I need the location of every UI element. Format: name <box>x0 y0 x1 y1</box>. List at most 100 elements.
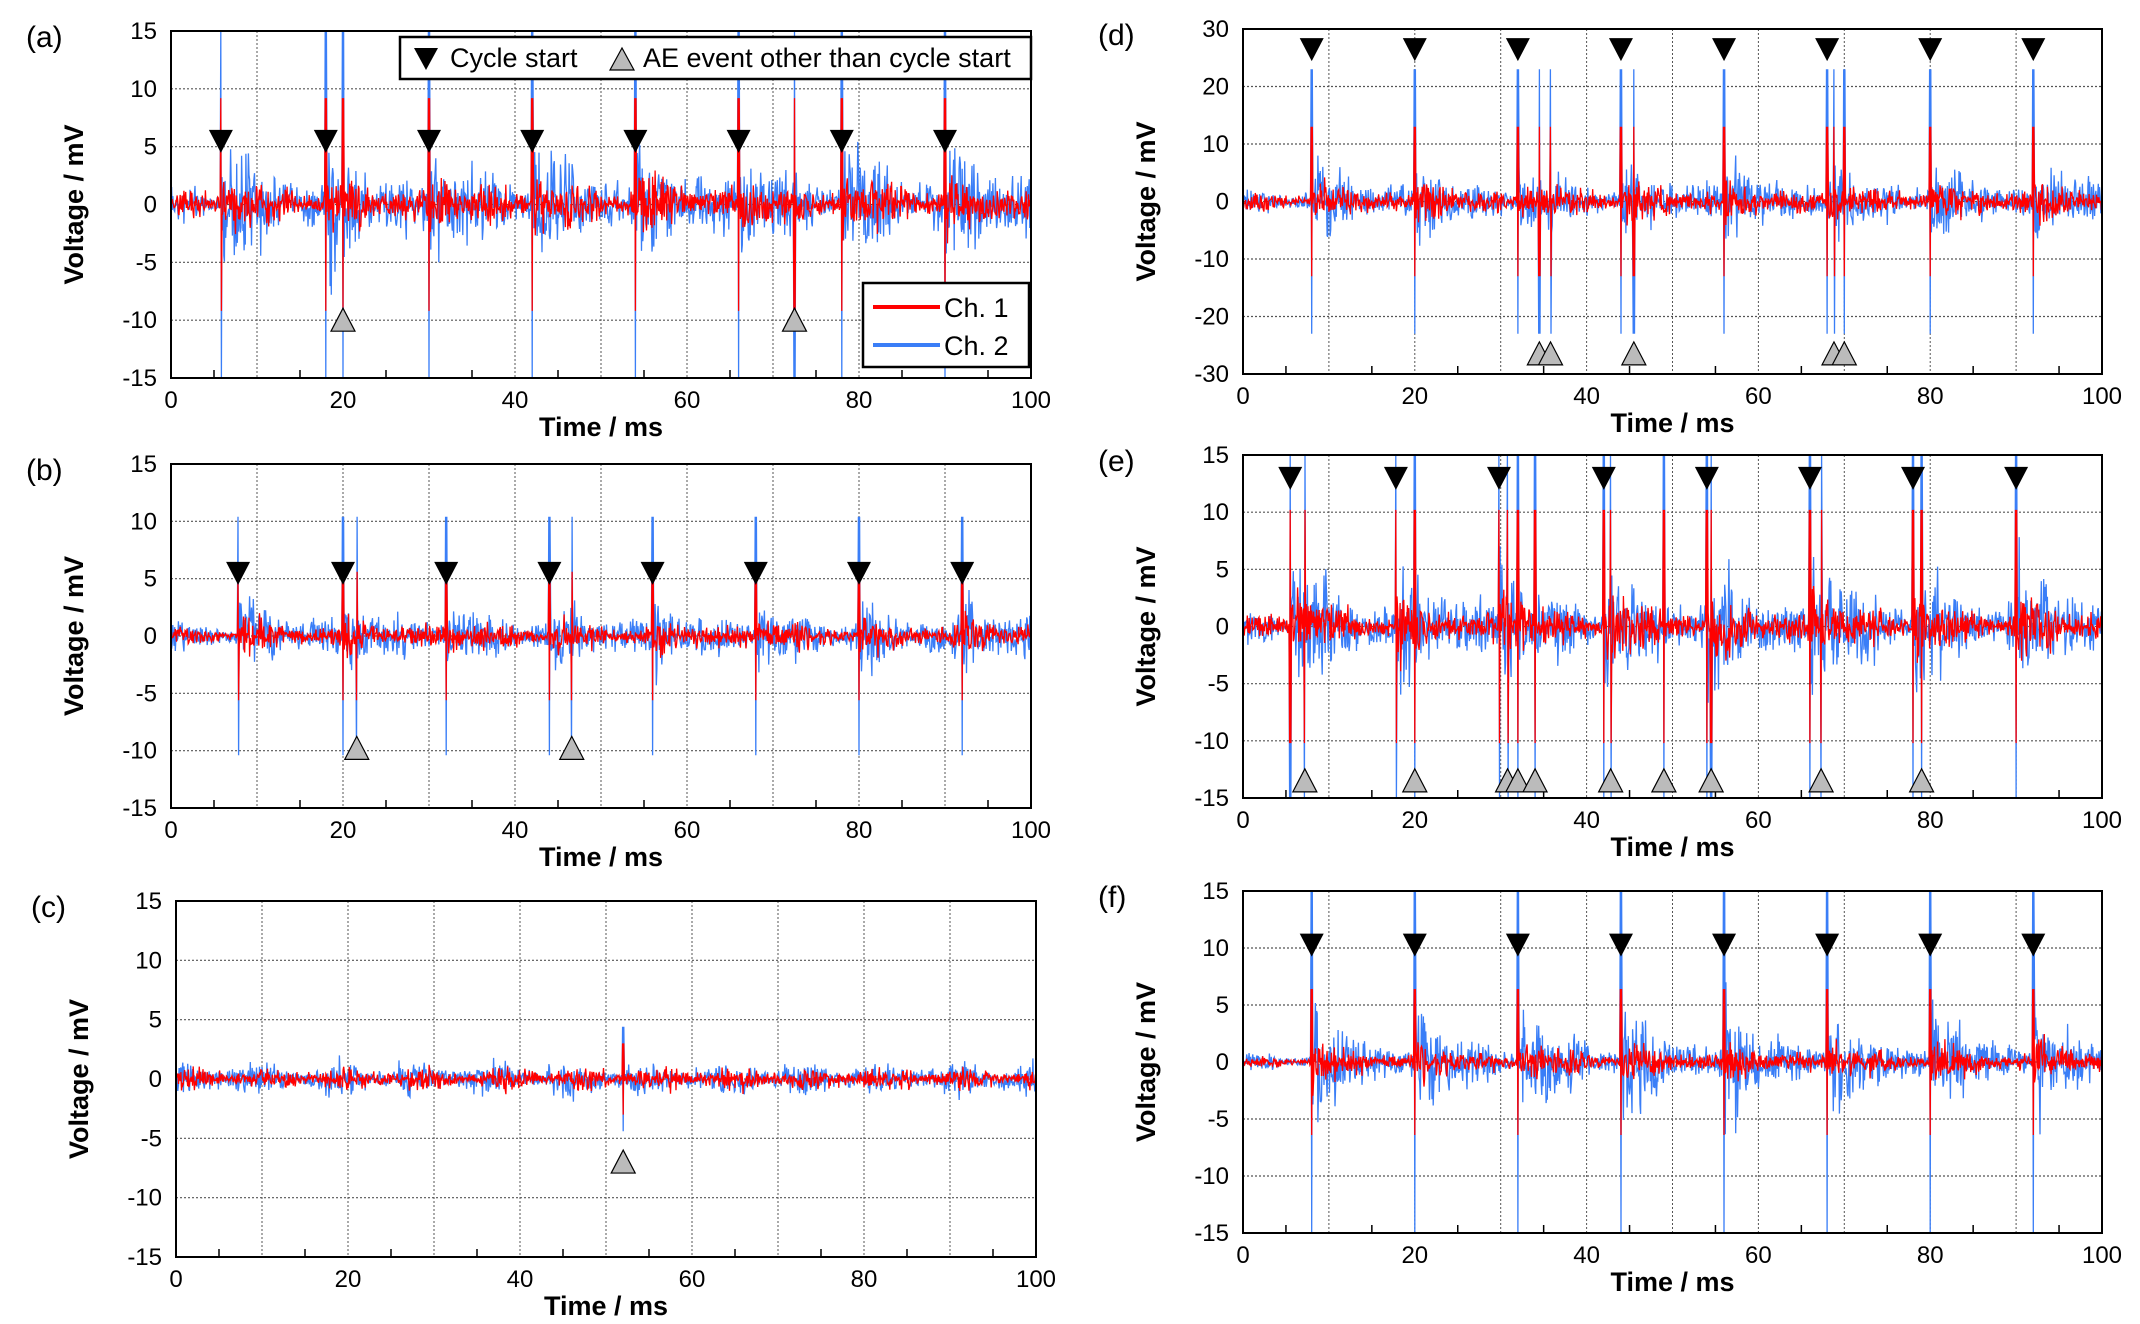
y-tick-label: 15 <box>130 18 157 45</box>
panel-c: 0 20 40 60 80 100 -15 -10 -5 0 5 10 15 Time / ms Volta… <box>31 888 1056 1321</box>
x-tick-label: 0 <box>1236 383 1249 410</box>
cycle-start-marker <box>1815 38 1840 62</box>
cycle-start-marker <box>417 129 441 153</box>
panel-a: 0 20 40 60 80 100 -15 -10 -5 0 5 10 15 Time / ms Volta… <box>26 18 1051 442</box>
cycle-start-marker <box>829 129 854 153</box>
ae-event-marker <box>1537 340 1564 366</box>
cycle-start-marker <box>1299 38 1324 62</box>
y-tick-label: -20 <box>1194 304 1229 331</box>
x-tick-label: 60 <box>1745 1242 1772 1269</box>
marker-legend-box <box>398 35 1033 81</box>
y-tick-label: 0 <box>144 192 157 219</box>
cycle-start-marker <box>1918 933 1943 957</box>
cycle-start-marker <box>537 561 562 585</box>
ae-event-marker <box>1401 767 1428 793</box>
x-tick-label: 40 <box>502 817 529 844</box>
legend: Cycle start AE event other than cycle st… <box>398 35 1033 369</box>
cycle-start-marker <box>950 561 975 585</box>
y-tick-label: -5 <box>136 680 157 707</box>
y-tick-label: 30 <box>1202 16 1229 43</box>
y-tick-label: 10 <box>1202 935 1229 962</box>
y-axis-title: Voltage / mV <box>59 124 89 284</box>
x-tick-label: 80 <box>846 387 873 414</box>
x-axis-title: Time / ms <box>539 842 663 872</box>
plot-frame <box>170 463 1032 809</box>
ae-event-marker <box>781 306 808 332</box>
y-tick-label: -10 <box>1194 728 1229 755</box>
y-tick-label: 5 <box>1216 992 1229 1019</box>
y-tick-label: -5 <box>141 1125 162 1152</box>
cycle-start-marker <box>726 129 751 153</box>
panel-d: 0 20 40 60 80 100 -30 -20 -10 0 10 20 30 Time / ms Vol… <box>1098 16 2122 438</box>
plot-frame <box>175 900 1037 1258</box>
x-tick-label: 80 <box>846 817 873 844</box>
ae-event-marker <box>1504 767 1531 793</box>
cycle-start-marker <box>1402 933 1427 957</box>
cycle-start-marker <box>640 561 665 585</box>
cycle-start-legend-icon <box>414 48 438 70</box>
cycle-start-marker <box>1402 38 1427 62</box>
y-tick-label: 10 <box>1202 499 1229 526</box>
panel-label: (e) <box>1098 445 1135 478</box>
x-tick-label: 100 <box>1011 817 1051 844</box>
x-tick-label: 80 <box>1917 807 1944 834</box>
cycle-start-marker <box>1505 38 1530 62</box>
series-line-ch1 <box>1242 126 2103 277</box>
y-tick-label: 15 <box>130 451 157 478</box>
y-tick-label: 15 <box>135 888 162 915</box>
x-tick-label: 80 <box>1917 383 1944 410</box>
x-tick-label: 20 <box>330 817 357 844</box>
cycle-start-marker <box>1383 466 1408 490</box>
x-tick-label: 100 <box>1011 387 1051 414</box>
x-tick-label: 100 <box>2082 807 2122 834</box>
y-tick-label: 0 <box>144 623 157 650</box>
panel-b: 0 20 40 60 80 100 -15 -10 -5 0 5 10 15 Time / ms Volta… <box>26 451 1051 872</box>
ae-event-marker <box>1597 767 1624 793</box>
series-line-ch1 <box>175 1043 1037 1115</box>
x-tick-label: 60 <box>674 817 701 844</box>
x-axis-title: Time / ms <box>1610 832 1734 862</box>
cycle-start-marker <box>1486 466 1511 490</box>
ae-event-marker <box>1698 767 1725 793</box>
y-tick-label: 10 <box>135 947 162 974</box>
y-tick-label: -5 <box>1208 1106 1229 1133</box>
x-axis-title: Time / ms <box>539 412 663 442</box>
y-tick-label: -15 <box>122 795 157 822</box>
x-tick-label: 100 <box>1016 1266 1056 1293</box>
ae-event-marker <box>1291 767 1318 793</box>
x-tick-label: 20 <box>335 1266 362 1293</box>
ae-event-marker <box>343 735 370 760</box>
y-axis-title: Voltage / mV <box>64 999 94 1159</box>
y-tick-label: -5 <box>136 249 157 276</box>
cycle-start-marker <box>1608 38 1633 62</box>
y-tick-label: 5 <box>1216 556 1229 583</box>
plot-frame <box>170 30 1032 379</box>
panel-label: (a) <box>26 21 63 54</box>
y-tick-label: 5 <box>144 566 157 593</box>
y-tick-label: -30 <box>1194 361 1229 388</box>
cycle-start-marker <box>1505 933 1530 957</box>
series-line-ch1 <box>1242 509 2103 744</box>
panel-label: (f) <box>1098 881 1126 914</box>
ae-event-marker <box>330 306 356 332</box>
ae-event-marker <box>558 735 585 760</box>
panel-label: (b) <box>26 454 63 487</box>
cycle-start-marker <box>2004 466 2029 490</box>
y-tick-label: 10 <box>130 76 157 103</box>
y-tick-label: -5 <box>1208 671 1229 698</box>
y-tick-label: 0 <box>1216 1049 1229 1076</box>
panel-label: (c) <box>31 891 66 924</box>
legend-ae-event: AE event other than cycle start <box>643 43 1011 73</box>
y-axis-title: Voltage / mV <box>59 556 89 716</box>
y-axis-title: Voltage / mV <box>1131 546 1161 706</box>
y-tick-label: 15 <box>1202 442 1229 469</box>
channel-legend-box <box>861 281 1031 369</box>
x-tick-label: 0 <box>164 817 177 844</box>
y-tick-label: -10 <box>122 738 157 765</box>
x-tick-label: 0 <box>169 1266 182 1293</box>
x-tick-label: 0 <box>1236 807 1249 834</box>
cycle-start-marker <box>2021 933 2046 957</box>
x-tick-label: 80 <box>1917 1242 1944 1269</box>
panel-label: (d) <box>1098 19 1135 52</box>
